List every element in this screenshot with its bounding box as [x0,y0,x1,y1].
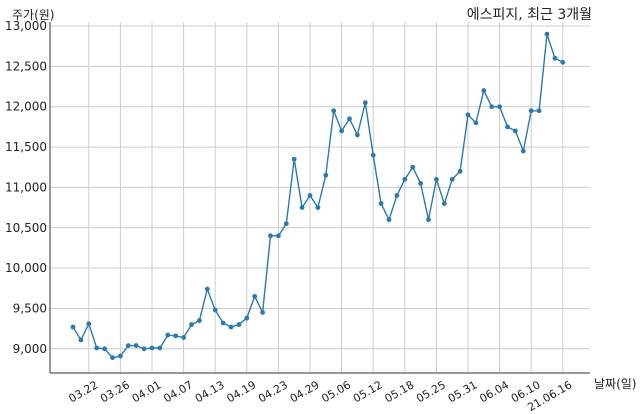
data-point [149,345,155,351]
data-point [465,112,471,118]
data-point [94,345,100,351]
x-tick-label: 05.25 [414,378,448,405]
data-point [204,286,210,292]
x-tick-label: 04.23 [256,378,290,405]
data-point [220,320,226,326]
data-point [457,168,463,174]
y-tick-label: 12,000 [5,100,47,114]
data-point [497,104,502,110]
data-point [560,59,566,65]
data-point [157,345,163,351]
data-point [197,318,202,323]
data-point [370,152,376,158]
x-tick-label: 05.06 [319,378,353,405]
data-point [189,322,194,327]
y-tick-label: 11,500 [5,140,47,154]
data-point [347,116,352,122]
data-point [505,124,510,130]
x-tick-label: 04.29 [288,378,322,405]
x-tick-label: 05.31 [446,378,480,405]
data-point [449,176,455,182]
data-point [118,353,123,359]
y-tick-label: 9,000 [13,342,47,356]
x-tick-label: 03.26 [98,378,132,405]
data-point [362,100,368,106]
x-tick-label: 04.13 [193,378,227,405]
data-point [520,148,526,154]
data-point [110,355,115,361]
x-tick-label: 03.22 [67,378,101,405]
data-point [86,321,92,327]
data-point [276,233,281,239]
data-point [410,164,416,170]
y-tick-label: 10,000 [5,261,47,275]
y-axis-label: 주가(원) [12,8,55,22]
data-point [426,217,431,223]
data-point [141,346,147,352]
data-point [402,176,408,182]
data-point [125,343,131,348]
data-point [481,88,487,93]
data-point [378,201,384,206]
grid-lines [50,22,590,373]
data-point [236,322,242,327]
y-tick-label: 11,000 [5,180,47,194]
data-point [323,172,329,178]
x-tick-label: 04.19 [225,378,259,405]
data-point [339,128,344,134]
data-point [252,293,258,299]
data-point [434,176,439,182]
y-axis-ticks: 9,000 9,500 10,000 10,500 11,000 11,500 12,000… [5,19,47,356]
data-point [441,201,447,206]
data-point [102,346,107,352]
data-point [355,132,360,138]
data-point [291,156,297,162]
y-tick-label: 13,000 [5,19,47,33]
data-point [315,205,321,210]
data-point [489,104,495,110]
data-point [260,310,265,315]
series-group [70,31,566,361]
data-point [528,108,534,114]
chart-title: 에스피지, 최근 3개월 [466,7,592,23]
data-point [418,180,423,186]
data-point [473,120,479,126]
data-point [228,324,234,330]
data-point [386,217,392,223]
x-tick-label: 04.07 [161,378,195,405]
y-tick-label: 12,500 [5,59,47,73]
data-point [536,108,542,114]
data-point [299,205,305,210]
data-point [544,31,550,37]
data-point [244,315,250,321]
x-tick-label: 05.12 [351,378,385,405]
data-point [394,193,400,198]
x-axis-ticks: 03.2203.2604.0104.0704.1304.1904.2304.29… [67,378,575,414]
x-tick-label: 05.18 [383,378,417,405]
data-point [181,335,187,340]
data-point [268,233,273,239]
data-point [70,324,76,330]
data-point [283,221,289,227]
y-tick-label: 9,500 [13,301,47,315]
data-point [78,337,84,343]
data-point [331,108,337,114]
data-point [133,343,139,348]
y-tick-label: 10,500 [5,221,47,235]
data-point [212,307,218,313]
x-tick-label: 06.04 [477,378,511,405]
data-point [173,333,179,339]
series-line [72,33,564,359]
x-tick-label: 04.01 [130,378,164,405]
data-point [552,55,558,61]
axes [49,22,590,374]
data-point [307,193,313,198]
x-axis-label: 날짜(일) [594,377,637,391]
data-point [165,332,171,338]
data-point [513,128,518,134]
